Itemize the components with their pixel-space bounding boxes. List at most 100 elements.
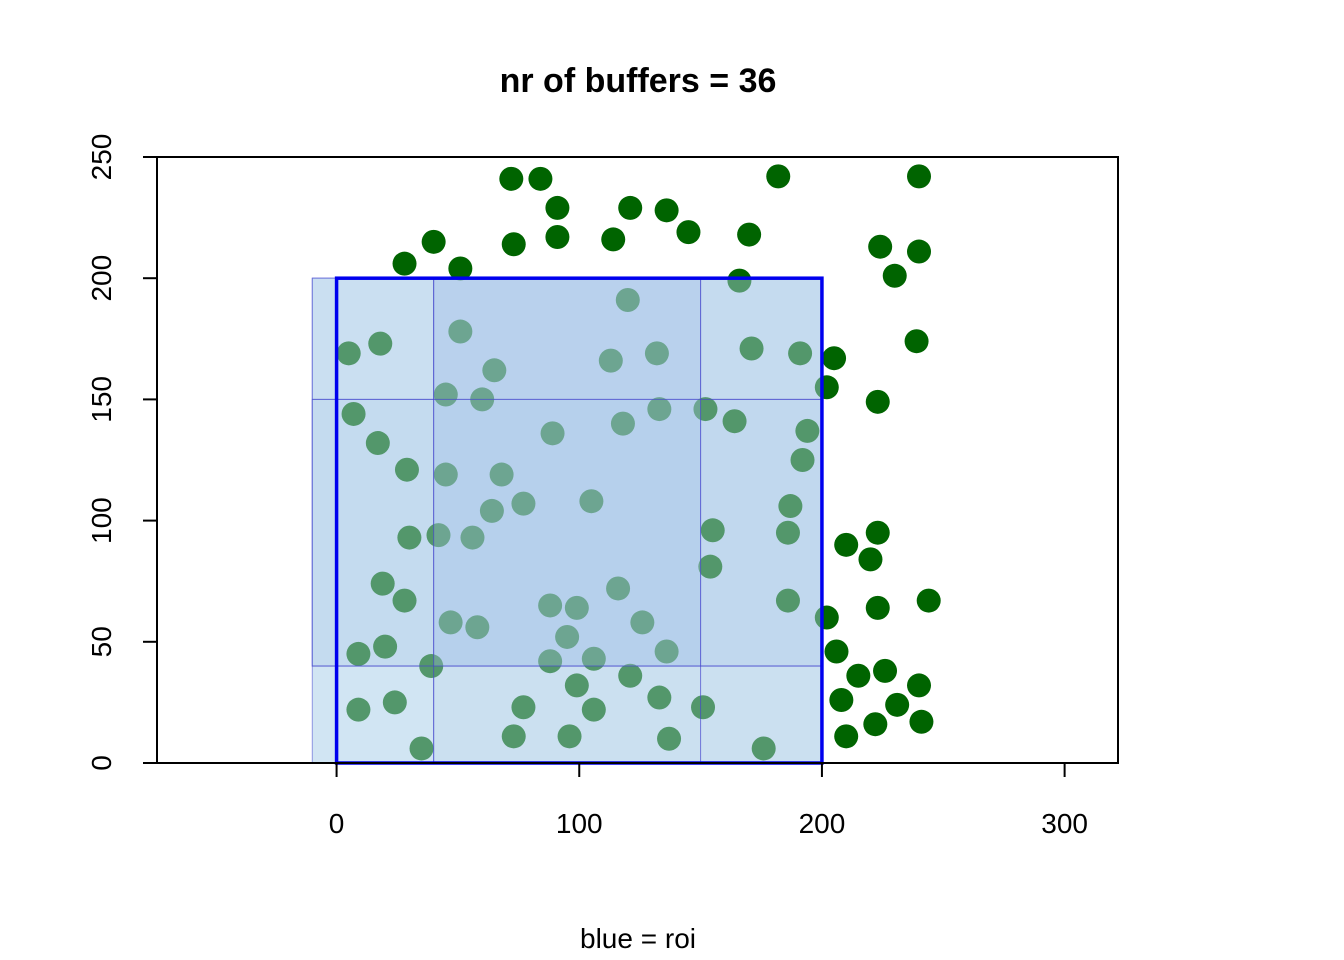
- data-point: [581, 697, 606, 722]
- data-point: [368, 331, 393, 356]
- data-point: [557, 724, 582, 749]
- data-point: [795, 418, 820, 443]
- data-point: [564, 673, 589, 698]
- data-point: [790, 448, 815, 472]
- data-point: [489, 462, 514, 487]
- data-point: [644, 341, 669, 366]
- data-point: [865, 389, 890, 414]
- data-point: [382, 690, 407, 715]
- data-point: [465, 615, 490, 640]
- data-point: [598, 348, 623, 373]
- data-point: [654, 198, 679, 223]
- y-tick-label: 100: [86, 497, 117, 544]
- data-point: [654, 639, 679, 664]
- data-point: [647, 685, 672, 710]
- data-point: [775, 520, 800, 545]
- data-point: [460, 525, 485, 550]
- x-axis-label: blue = roi: [580, 923, 696, 954]
- buffer-region-5: [311, 398, 823, 667]
- data-point: [341, 401, 366, 426]
- x-tick-label: 0: [329, 808, 345, 839]
- data-points: [336, 164, 941, 761]
- data-point: [907, 164, 932, 189]
- roi-inner-overlay: [433, 278, 701, 667]
- data-point: [722, 409, 747, 434]
- y-axis: 0 50 100 150 200 250: [86, 134, 158, 771]
- y-tick-label: 50: [86, 626, 117, 657]
- data-point: [555, 624, 580, 649]
- data-point: [739, 336, 764, 361]
- data-point: [834, 724, 859, 749]
- data-point: [846, 663, 871, 688]
- data-point: [501, 232, 526, 257]
- data-point: [885, 692, 910, 717]
- x-tick-label: 200: [799, 808, 846, 839]
- data-point: [392, 251, 417, 276]
- data-point: [433, 382, 458, 407]
- data-point: [346, 641, 371, 666]
- data-point: [545, 195, 570, 220]
- data-point: [433, 462, 458, 487]
- data-point: [618, 195, 643, 220]
- data-point: [373, 634, 398, 659]
- data-point: [873, 658, 898, 683]
- y-tick-label: 250: [86, 134, 117, 181]
- y-tick-label: 0: [86, 755, 117, 771]
- data-point: [907, 673, 932, 698]
- y-tick-label: 150: [86, 376, 117, 423]
- data-point: [392, 588, 417, 613]
- data-point: [448, 256, 473, 281]
- data-point: [482, 358, 507, 383]
- data-point: [775, 588, 800, 613]
- data-point: [394, 457, 419, 482]
- roi-rectangle: [312, 276, 824, 765]
- x-axis: 0 100 200 300: [329, 762, 1088, 839]
- data-point: [824, 639, 849, 664]
- data-point: [693, 397, 718, 422]
- data-point: [538, 649, 563, 674]
- data-point: [606, 576, 631, 601]
- data-point: [865, 595, 890, 620]
- y-tick-label: 200: [86, 255, 117, 302]
- data-point: [615, 288, 640, 313]
- data-point: [737, 222, 762, 247]
- data-point: [822, 346, 847, 371]
- data-point: [601, 227, 626, 252]
- data-point: [676, 220, 701, 245]
- data-point: [909, 709, 934, 734]
- data-point: [907, 239, 932, 264]
- data-point: [618, 663, 643, 688]
- data-point: [904, 329, 929, 354]
- data-point: [501, 724, 526, 749]
- data-point: [863, 712, 888, 737]
- data-point: [657, 726, 682, 751]
- data-point: [438, 610, 463, 635]
- x-tick-label: 100: [556, 808, 603, 839]
- data-point: [426, 523, 451, 548]
- data-point: [409, 736, 434, 761]
- data-point: [700, 518, 725, 543]
- data-point: [346, 697, 371, 722]
- data-point: [511, 695, 536, 720]
- data-point: [421, 229, 446, 254]
- data-point: [579, 489, 604, 514]
- chart-title: nr of buffers = 36: [500, 62, 777, 100]
- data-point: [865, 520, 890, 545]
- data-point: [528, 166, 553, 191]
- data-point: [540, 421, 565, 446]
- data-point: [647, 397, 672, 422]
- data-point: [610, 411, 635, 436]
- data-point: [397, 525, 422, 550]
- data-point: [365, 431, 390, 456]
- data-point: [479, 498, 504, 523]
- data-point: [788, 341, 813, 366]
- data-point: [858, 547, 883, 572]
- data-point: [727, 268, 752, 293]
- data-point: [448, 319, 473, 344]
- data-point: [698, 554, 723, 579]
- data-point: [511, 491, 536, 516]
- data-point: [545, 224, 570, 249]
- data-point: [691, 695, 716, 720]
- data-point: [834, 532, 859, 557]
- data-point: [564, 595, 589, 620]
